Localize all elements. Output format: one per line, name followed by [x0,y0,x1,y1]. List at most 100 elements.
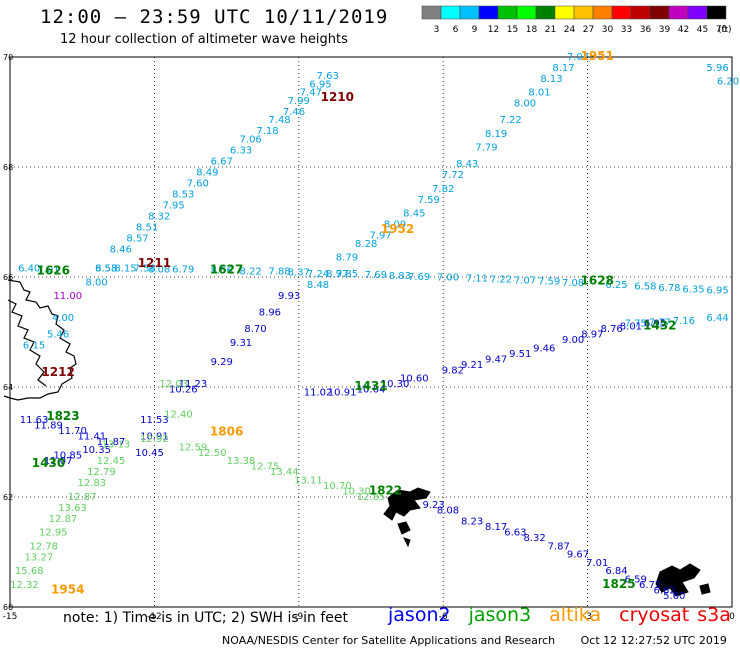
swh-value: 11.23 [179,379,208,390]
swh-value: 6.72 [639,580,661,591]
swh-value: 6.95 [644,319,666,330]
colorbar-label: 30 [602,25,614,35]
swh-value: 15.68 [15,566,44,577]
lat-label: 62 [3,493,13,502]
swh-value: 6.58 [95,264,117,275]
swh-value: 7.01 [37,265,59,276]
swh-value: 10.45 [135,448,164,459]
swh-value: 7.69 [408,272,430,283]
pass-time: 1626 [37,263,70,277]
swh-value: 13.11 [294,475,323,486]
track-jason3-green: 12.03 12.40 12.92 12.5912.5013.3812.7513.44… [10,379,385,591]
iceland-coast [3,279,77,401]
swh-value: 10.30 [381,379,410,390]
colorbar-swatch [668,5,689,20]
swh-value: 9.00 [562,335,584,346]
pass-time: 1210 [321,90,354,104]
swh-value: 8.79 [336,253,358,264]
colorbar-swatch [706,5,727,20]
legend-cryosat: cryosat [619,604,690,626]
swh-value: 9.46 [533,343,555,354]
swh-value: 11.41 [78,431,107,442]
pass-time: 1627 [210,263,243,277]
swh-value: 7.48 [268,115,290,126]
legend-jason3: jason3 [468,604,532,626]
swh-value: 6.63 [504,528,526,539]
swh-value: 7.79 [475,143,497,154]
swh-value: 8.01 [528,88,550,99]
swh-value: 7.08 [562,278,584,289]
map-subtitle: 12 hour collection of altimeter wave hei… [60,32,348,47]
swh-value: 7.58 [134,264,156,275]
colorbar-unit: (ft) [718,25,732,35]
swh-value: 8.70 [244,324,266,335]
colorbar: 3 6 9 12 15 18 21 24 27 30 33 36 39 42 45 70(ft) [421,5,732,35]
swh-value: 11.07 [44,456,73,467]
colorbar-swatch [497,5,518,20]
swh-value: 9.31 [230,338,252,349]
swh-value: 10.30 [342,486,371,497]
swh-value: 8.08 [148,265,170,276]
swh-value: 12.59 [179,442,208,453]
swh-value: 12.50 [198,448,227,459]
swh-value: 7.85 [336,269,358,280]
lat-label: 66 [3,273,13,282]
swh-value: 7.72 [442,170,464,181]
swh-value: 6.33 [230,145,252,156]
swh-value: 12.78 [29,541,58,552]
swh-value: 7.69 [365,270,387,281]
lat-label: 60 [3,603,13,612]
swh-value: 7.07 [567,52,589,63]
swh-value: 6.84 [605,566,627,577]
swh-value: 6.25 [605,280,627,291]
footer-timestamp: Oct 12 12:27:52 UTC 2019 [580,634,727,647]
swh-value: 8.22 [240,266,262,277]
track-jason3-cyan: 7.636.957.477.997.467.487.187.066.336.67… [86,71,339,288]
swh-value: 9.21 [461,360,483,371]
swh-value: 7.77 [649,317,671,328]
swh-value: 11.70 [58,426,87,437]
swh-value: 8.56 [211,266,233,277]
swh-value: 12.95 [39,528,68,539]
swh-value: 7.46 [283,107,305,118]
colorbar-label: 3 [434,25,440,35]
pass-time: 1628 [581,274,614,288]
swh-value: 8.19 [485,129,507,140]
lat-label: 64 [3,383,13,392]
note-text: note: 1) Time is in UTC; 2) SWH is in fe… [63,610,349,626]
pass-time: 1952 [381,222,414,236]
swh-value: 6.40 [18,264,40,275]
lat-label: 70 [3,53,13,62]
swh-value: 7.87 [548,541,570,552]
swh-value: 8.17 [552,63,574,74]
pass-time: 1430 [32,456,65,470]
swh-value: 13.38 [227,456,256,467]
swh-value: 8.83 [389,271,411,282]
swh-value: 11.63 [20,415,49,426]
swh-value: 12.03 [159,379,188,390]
pass-time: 1212 [41,365,74,379]
colorbar-swatch [573,5,594,20]
faroe-islands [383,487,431,548]
swh-value: 7.59 [538,277,560,288]
swh-value: 11.00 [53,291,82,302]
swh-value: 7.18 [256,126,278,137]
colorbar-swatch [459,5,480,20]
swh-value: 7.60 [187,178,209,189]
swh-value: 10.35 [82,445,111,456]
lon-label: 0 [729,612,735,622]
swh-value: 6.95 [706,286,728,297]
colorbar-label: 6 [453,25,459,35]
swh-value: 7.63 [317,71,339,82]
colorbar-label: 39 [659,25,671,35]
swh-value: 7.88 [268,266,290,277]
swh-value: 8.17 [485,522,507,533]
footer-center: NOAA/NESDIS Center for Satellite Applica… [222,634,556,647]
swh-value: 8.32 [524,533,546,544]
swh-value: 8.43 [456,159,478,170]
swh-value: 6.67 [211,156,233,167]
swh-value: 6.35 [682,284,704,295]
colorbar-label: 9 [472,25,478,35]
track-jason2-blue3: 9.238.088.23 8.176.638.327.879.677.016.84… [422,500,685,602]
